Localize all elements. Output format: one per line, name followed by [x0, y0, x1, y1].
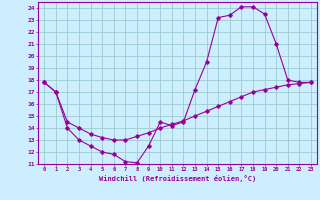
- X-axis label: Windchill (Refroidissement éolien,°C): Windchill (Refroidissement éolien,°C): [99, 175, 256, 182]
